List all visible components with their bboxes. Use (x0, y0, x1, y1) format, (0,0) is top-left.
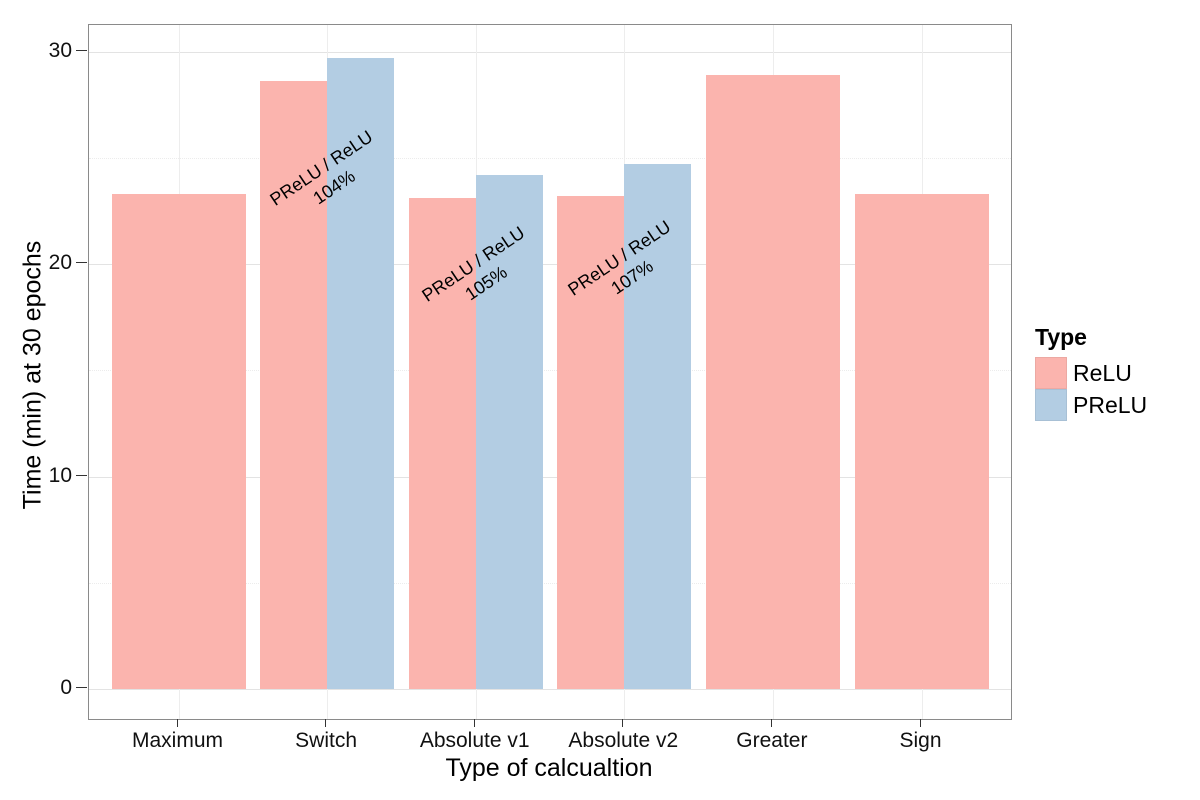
y-tick-mark (76, 49, 87, 51)
y-tick-label: 10 (48, 463, 72, 487)
legend-label: ReLU (1073, 359, 1132, 386)
minor-gridline (89, 157, 1011, 159)
minor-gridline (89, 582, 1011, 584)
y-tick-label: 30 (48, 38, 72, 62)
x-tick-label: Greater (736, 729, 808, 752)
legend-items: ReLU PReLU (1035, 357, 1147, 421)
y-tick-mark (76, 687, 87, 688)
y-tick-label: 0 (60, 676, 72, 699)
bar-relu-switch (260, 81, 328, 689)
x-tick-mark (176, 719, 178, 727)
x-tick-label: Absolute v2 (568, 729, 679, 752)
major-gridline (89, 476, 1011, 478)
legend-title: Type (1035, 324, 1087, 350)
x-tick-label: Absolute v1 (419, 729, 530, 752)
x-tick-label: Switch (295, 729, 358, 752)
major-gridline (89, 51, 1011, 53)
major-gridline (89, 264, 1011, 265)
legend-swatch-relu (1035, 357, 1067, 389)
x-tick-mark (622, 719, 624, 727)
x-tick-mark (770, 719, 772, 727)
bar-relu-greater (705, 74, 840, 689)
y-tick-label: 20 (48, 251, 72, 274)
legend-item-relu: ReLU (1035, 357, 1147, 389)
y-tick-mark (76, 474, 87, 476)
bar-relu-sign (854, 193, 989, 689)
bar-relu-absolute-v2 (557, 196, 625, 689)
x-axis-title: Type of calcualtion (445, 754, 653, 782)
x-tick-label: Sign (899, 729, 942, 752)
legend-item-prelu: PReLU (1035, 389, 1147, 421)
x-tick-mark (325, 719, 327, 727)
legend-label: PReLU (1073, 391, 1148, 418)
plot-panel: PReLU / ReLU 104% PReLU / ReLU 105% PReLU / … (88, 24, 1012, 720)
legend: Type ReLU PReLU (1035, 324, 1147, 421)
y-tick-mark (76, 262, 87, 263)
bar-relu-maximum (111, 193, 246, 689)
x-tick-mark (473, 719, 475, 727)
x-tick-mark (919, 719, 921, 727)
major-gridline (89, 689, 1011, 690)
bar-prelu-absolute-v2 (624, 164, 692, 689)
bar-relu-absolute-v1 (408, 198, 476, 689)
legend-swatch-prelu (1035, 389, 1067, 421)
bar-prelu-absolute-v1 (475, 174, 543, 689)
minor-gridline (89, 370, 1011, 372)
x-tick-label: Maximum (131, 729, 223, 752)
bar-prelu-switch (327, 57, 395, 689)
